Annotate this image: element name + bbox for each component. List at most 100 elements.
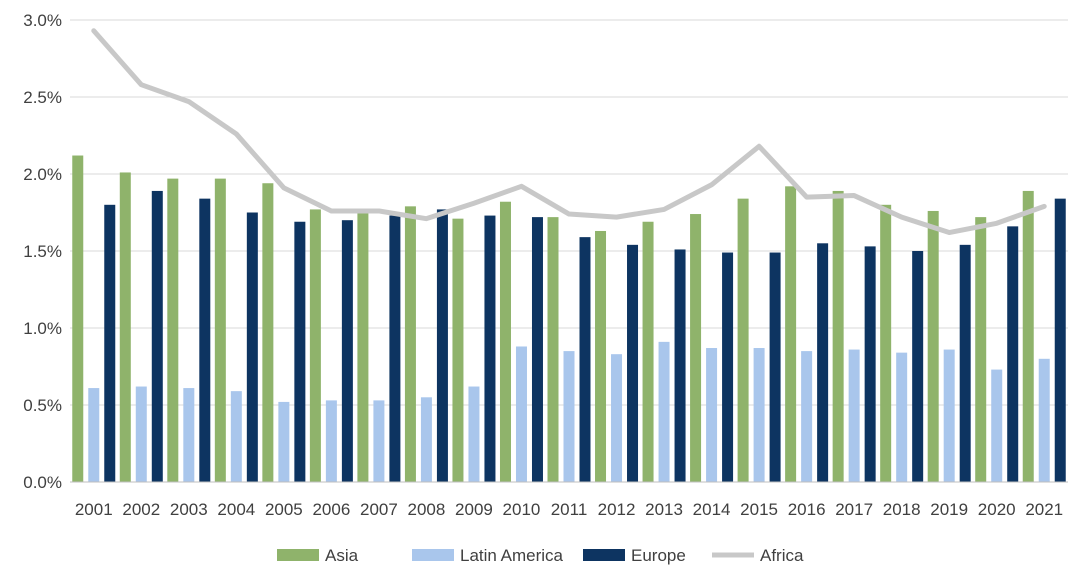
y-tick-label: 2.5% <box>23 88 62 107</box>
x-tick-label: 2016 <box>788 500 826 519</box>
legend-label-europe: Europe <box>631 546 686 565</box>
legend-swatch-asia <box>277 549 319 561</box>
x-tick-label: 2007 <box>360 500 398 519</box>
bar-europe <box>769 252 781 482</box>
y-tick-label: 1.0% <box>23 319 62 338</box>
africa-line-layer <box>91 28 1047 236</box>
bar-latin-america <box>373 400 385 482</box>
bar-latin-america <box>325 400 337 482</box>
bar-europe <box>341 220 353 482</box>
bar-latin-america <box>468 386 480 482</box>
bar-europe <box>627 244 639 482</box>
bar-latin-america <box>230 391 242 482</box>
legend-swatch-latin-america <box>412 549 454 561</box>
x-tick-label: 2006 <box>312 500 350 519</box>
y-tick-label: 3.0% <box>23 11 62 30</box>
bar-latin-america <box>943 349 955 482</box>
bar-europe <box>531 217 543 482</box>
bar-latin-america <box>1038 358 1050 482</box>
bar-europe <box>579 237 591 482</box>
bar-asia <box>642 221 654 483</box>
x-tick-label: 2021 <box>1025 500 1063 519</box>
x-tick-label: 2004 <box>217 500 255 519</box>
x-axis-ticks: 2001 2002 2003 2004 2005 2006 2007 2008 2009 2010… <box>75 500 1063 519</box>
bar-europe <box>1007 226 1019 482</box>
legend-label-asia: Asia <box>325 546 359 565</box>
bar-latin-america <box>515 346 527 482</box>
bar-europe <box>389 215 401 482</box>
bar-asia <box>404 206 416 482</box>
bar-europe <box>864 246 876 482</box>
y-tick-label: 0.5% <box>23 396 62 415</box>
x-tick-label: 2017 <box>835 500 873 519</box>
x-tick-label: 2018 <box>883 500 921 519</box>
bar-europe <box>817 243 829 482</box>
x-tick-label: 2020 <box>978 500 1016 519</box>
series-line-africa <box>91 28 1047 236</box>
bar-europe <box>436 209 448 483</box>
x-tick-label: 2003 <box>170 500 208 519</box>
bar-asia <box>975 217 987 482</box>
legend-label-latin-america: Latin America <box>460 546 564 565</box>
bar-latin-america <box>801 351 813 482</box>
bar-latin-america <box>611 354 623 482</box>
bar-asia <box>1022 190 1034 482</box>
legend-swatch-europe <box>583 549 625 561</box>
bar-latin-america <box>706 348 718 482</box>
x-tick-label: 2010 <box>503 500 541 519</box>
bar-asia <box>690 214 702 483</box>
bar-latin-america <box>848 349 860 482</box>
bar-latin-america <box>420 397 432 482</box>
bar-europe <box>1054 198 1066 482</box>
bar-asia <box>119 172 131 482</box>
x-tick-label: 2008 <box>408 500 446 519</box>
x-tick-label: 2015 <box>740 500 778 519</box>
y-tick-label: 0.0% <box>23 473 62 492</box>
bar-europe <box>104 204 116 483</box>
bar-latin-america <box>278 401 290 482</box>
bar-latin-america <box>753 348 765 482</box>
bar-europe <box>959 244 971 482</box>
bar-europe <box>294 221 306 483</box>
bar-asia <box>880 204 892 483</box>
bar-europe <box>484 215 496 482</box>
bar-europe <box>912 251 924 482</box>
x-tick-label: 2005 <box>265 500 303 519</box>
x-tick-label: 2019 <box>930 500 968 519</box>
bar-latin-america <box>88 388 100 482</box>
bar-europe <box>151 190 163 482</box>
bar-asia <box>547 217 559 482</box>
bars <box>72 155 1066 483</box>
y-tick-label: 2.0% <box>23 165 62 184</box>
x-tick-label: 2014 <box>693 500 731 519</box>
bar-europe <box>246 212 258 482</box>
bar-europe <box>674 249 686 482</box>
bar-latin-america <box>658 341 670 482</box>
bar-asia <box>167 178 179 482</box>
bar-asia <box>737 198 749 482</box>
bar-europe <box>199 198 211 482</box>
bar-asia <box>452 218 464 482</box>
legend: Asia Latin America Europe Africa <box>277 546 804 565</box>
y-axis-ticks: 0.0% 0.5% 1.0% 1.5% 2.0% 2.5% 3.0% <box>23 11 62 492</box>
x-tick-label: 2009 <box>455 500 493 519</box>
bar-latin-america <box>183 388 195 482</box>
x-tick-label: 2013 <box>645 500 683 519</box>
bar-latin-america <box>563 351 575 482</box>
x-tick-label: 2011 <box>551 500 588 519</box>
legend-label-africa: Africa <box>760 546 804 565</box>
x-tick-label: 2002 <box>122 500 160 519</box>
bar-asia <box>262 183 274 483</box>
bar-asia <box>499 201 511 482</box>
bar-asia <box>214 178 226 482</box>
bar-latin-america <box>896 352 908 482</box>
bar-asia <box>309 209 321 483</box>
bar-latin-america <box>991 369 1003 482</box>
bar-asia <box>595 230 607 482</box>
x-tick-label: 2001 <box>75 500 113 519</box>
bar-europe <box>722 252 734 482</box>
bar-asia <box>832 190 844 482</box>
bar-asia <box>72 155 84 482</box>
bar-asia <box>785 186 797 482</box>
